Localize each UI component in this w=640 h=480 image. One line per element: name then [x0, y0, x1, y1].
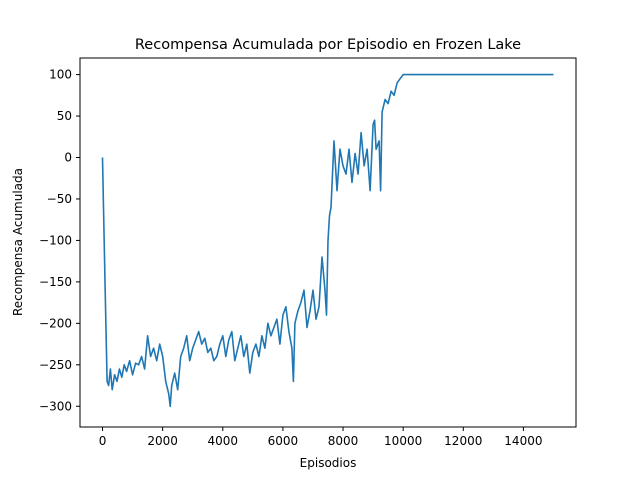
y-axis-label: Recompensa Acumulada: [11, 168, 25, 316]
chart-title: Recompensa Acumulada por Episodio en Fro…: [135, 37, 521, 53]
x-tick-label: 8000: [328, 434, 359, 448]
y-tick-label: 100: [49, 68, 72, 82]
y-tick-label: −100: [39, 233, 72, 247]
x-tick-label: 6000: [268, 434, 299, 448]
x-tick-label: 10000: [384, 434, 422, 448]
x-axis-label: Episodios: [300, 456, 357, 470]
y-tick-label: 0: [64, 151, 72, 165]
y-tick-label: 50: [57, 109, 72, 123]
x-axis: 0 2000 4000 6000 8000 10000 12000 14000: [99, 427, 542, 448]
y-axis: −300 −250 −200 −150 −100 −50 0 50 100: [39, 68, 80, 413]
y-tick-label: −250: [39, 358, 72, 372]
y-tick-label: −200: [39, 316, 72, 330]
y-tick-label: −300: [39, 399, 72, 413]
x-tick-label: 2000: [147, 434, 178, 448]
y-tick-label: −50: [47, 192, 72, 206]
x-tick-label: 12000: [444, 434, 482, 448]
series-layer: [101, 73, 554, 408]
x-tick-label: 4000: [208, 434, 239, 448]
series-line-0: [101, 73, 554, 408]
y-tick-label: −150: [39, 275, 72, 289]
x-tick-label: 0: [99, 434, 107, 448]
x-tick-label: 14000: [504, 434, 542, 448]
plot-frame: [79, 57, 577, 428]
